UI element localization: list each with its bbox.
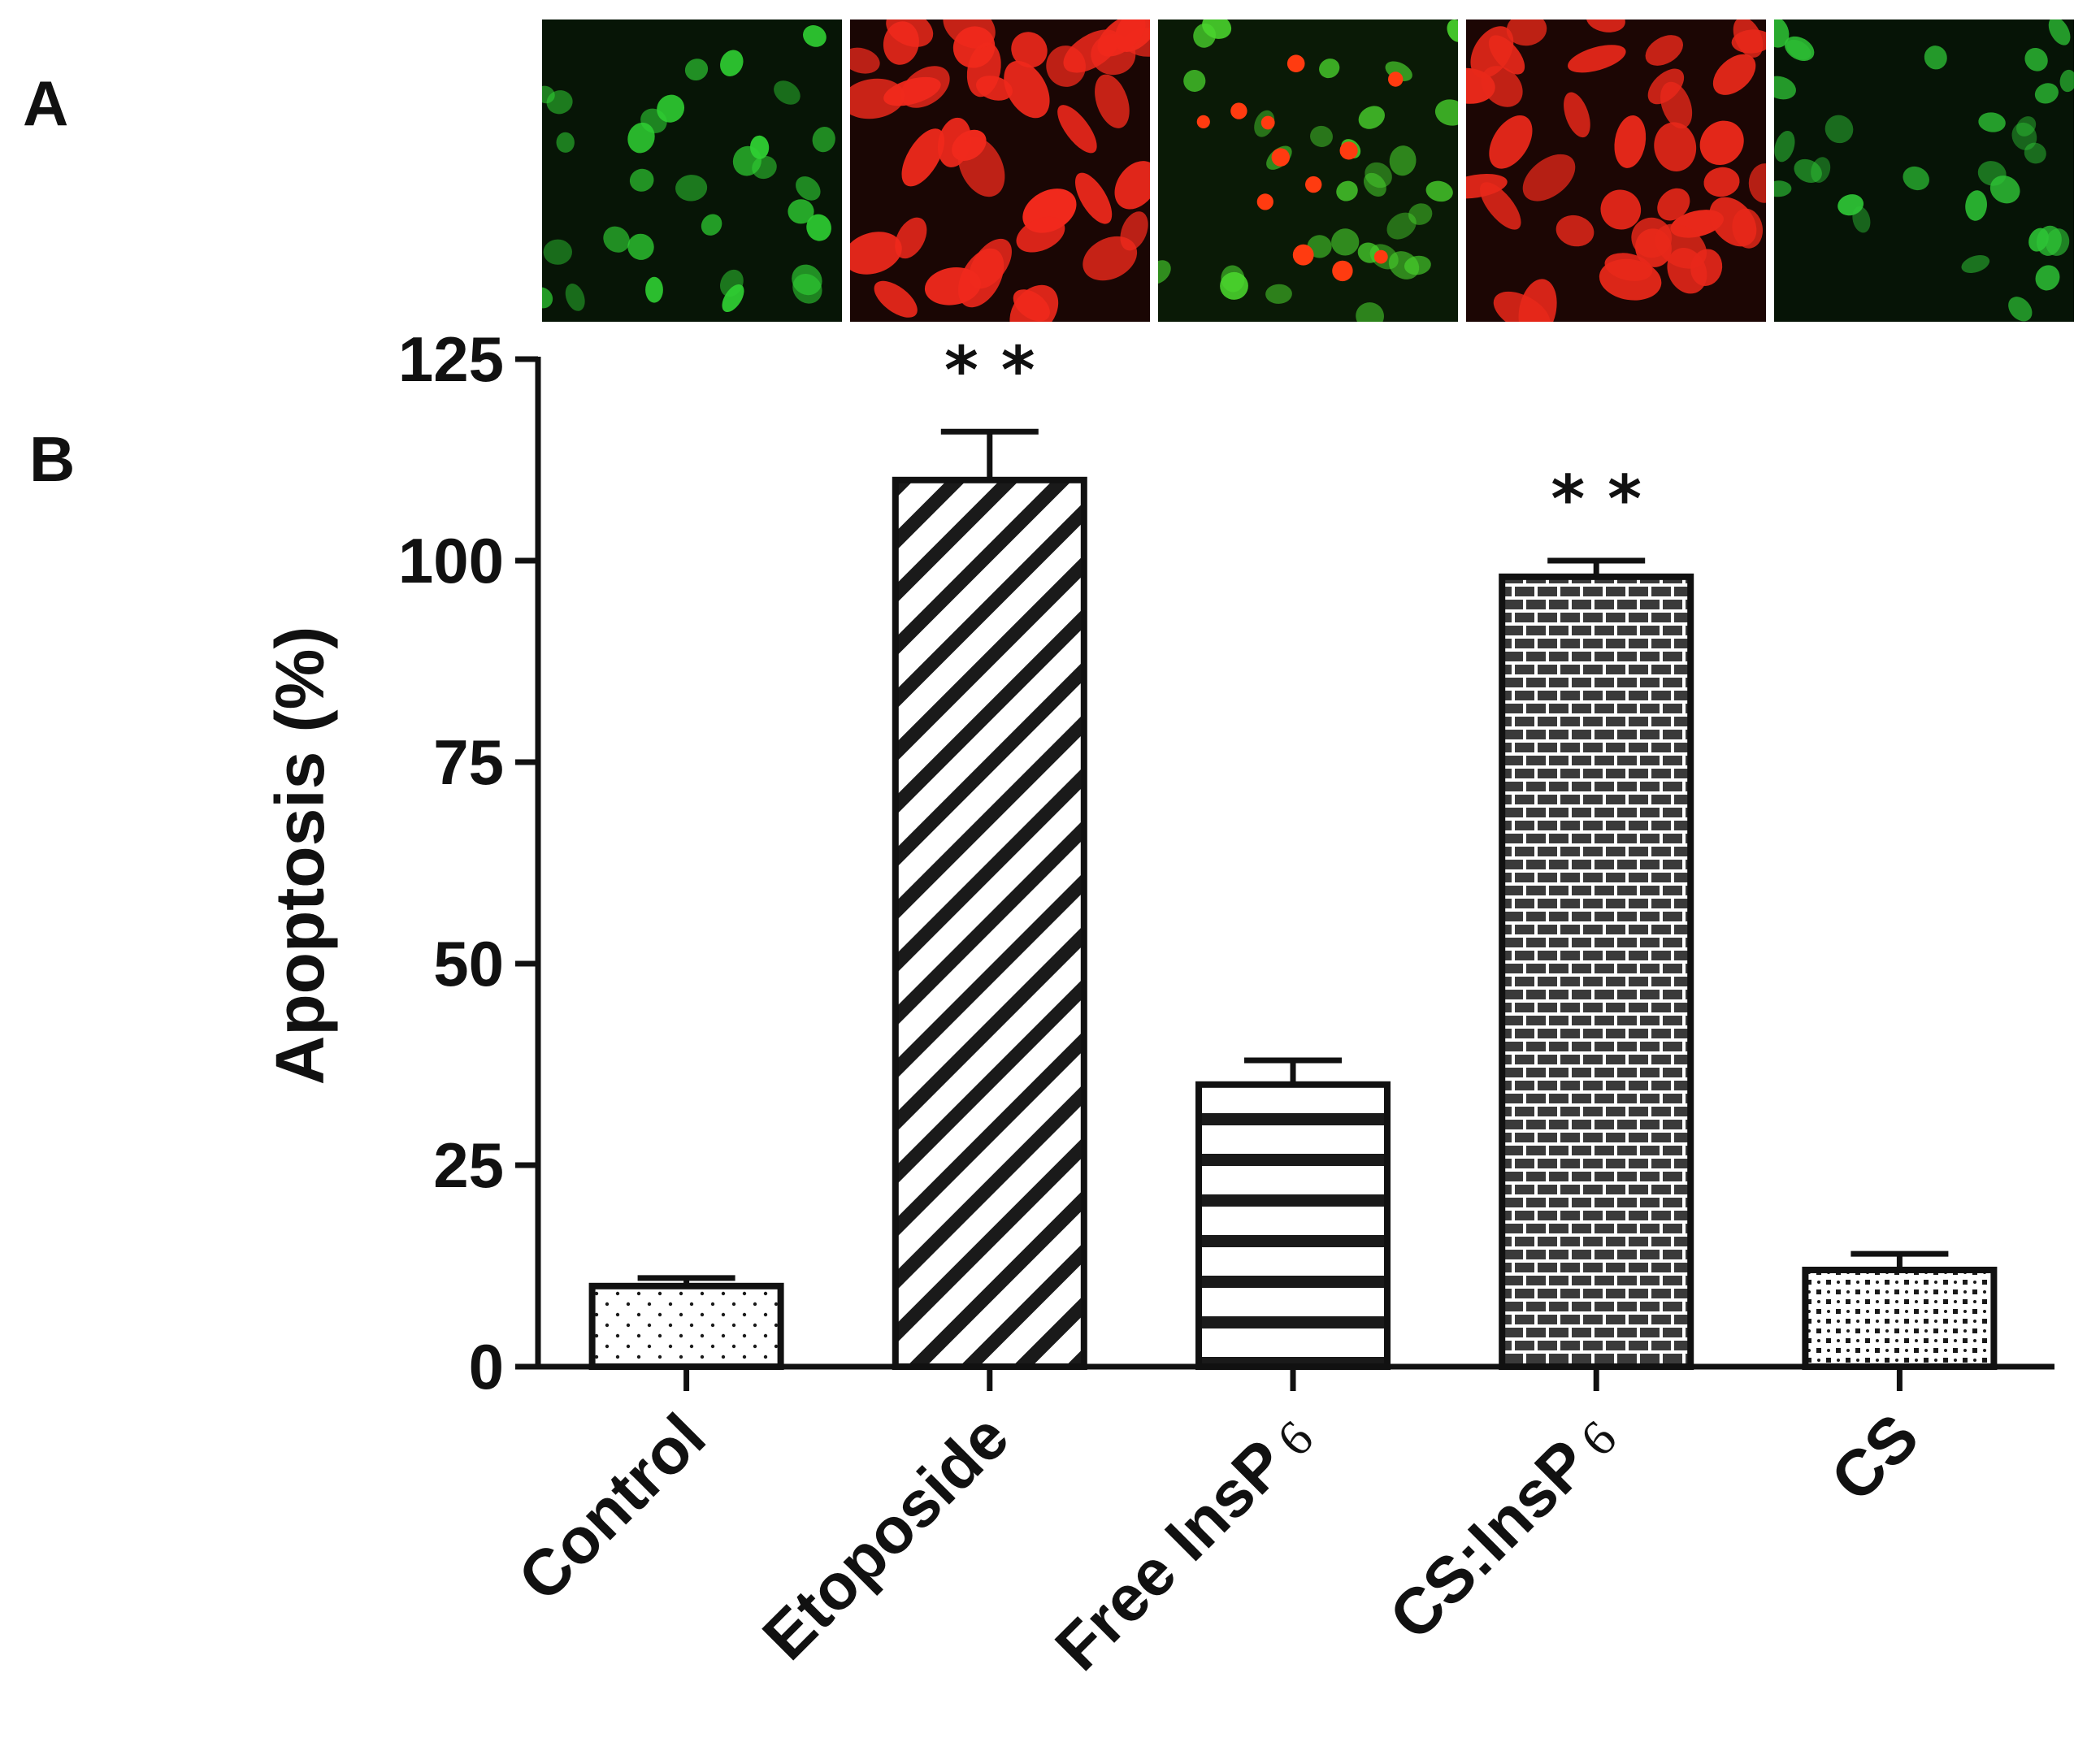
bar (1499, 573, 1694, 1370)
x-tick-label: Free InsP6 (1042, 1400, 1326, 1684)
cs-insp6-micrograph (1466, 20, 1766, 322)
y-axis: 0 25 50 75 100 125 (398, 323, 541, 1402)
bar-group (1802, 1250, 1998, 1370)
y-tick-label: 25 (433, 1129, 504, 1201)
bar (892, 476, 1087, 1370)
micrograph-strip (542, 20, 2074, 322)
bar (1802, 1266, 1998, 1370)
x-tick-label: CS:InsP6 (1376, 1400, 1629, 1653)
bar (1195, 1081, 1391, 1371)
y-tick-label: 50 (433, 928, 504, 999)
x-tick-label: Control (505, 1400, 719, 1614)
bar-group (1195, 1057, 1391, 1371)
cs-micrograph (1774, 20, 2074, 322)
bars: * * * * (588, 332, 1998, 1371)
bar-group: * * (892, 332, 1087, 1370)
panel-label-b: B (29, 423, 76, 495)
control-micrograph (542, 20, 842, 322)
etoposide-micrograph (850, 20, 1150, 322)
free-insp6-micrograph (1158, 20, 1458, 322)
x-tick-label: CS (1817, 1400, 1933, 1515)
x-axis: Control Etoposide Free InsP6 CS:InsP6 CS (505, 1363, 2054, 1684)
y-tick-label: 125 (398, 323, 504, 395)
bar-group (588, 1275, 784, 1371)
y-tick-label: 100 (398, 525, 504, 596)
panel-label-a: A (23, 67, 69, 139)
x-tick-label: Etoposide (748, 1400, 1022, 1673)
y-axis-label: Apoptosis (%) (262, 626, 338, 1086)
y-tick-label: 75 (433, 726, 504, 798)
significance-marker: * * (1551, 462, 1642, 537)
bar-group: * * (1499, 462, 1694, 1370)
bar (588, 1282, 784, 1371)
significance-marker: * * (944, 332, 1035, 408)
y-tick-label: 0 (469, 1331, 504, 1402)
